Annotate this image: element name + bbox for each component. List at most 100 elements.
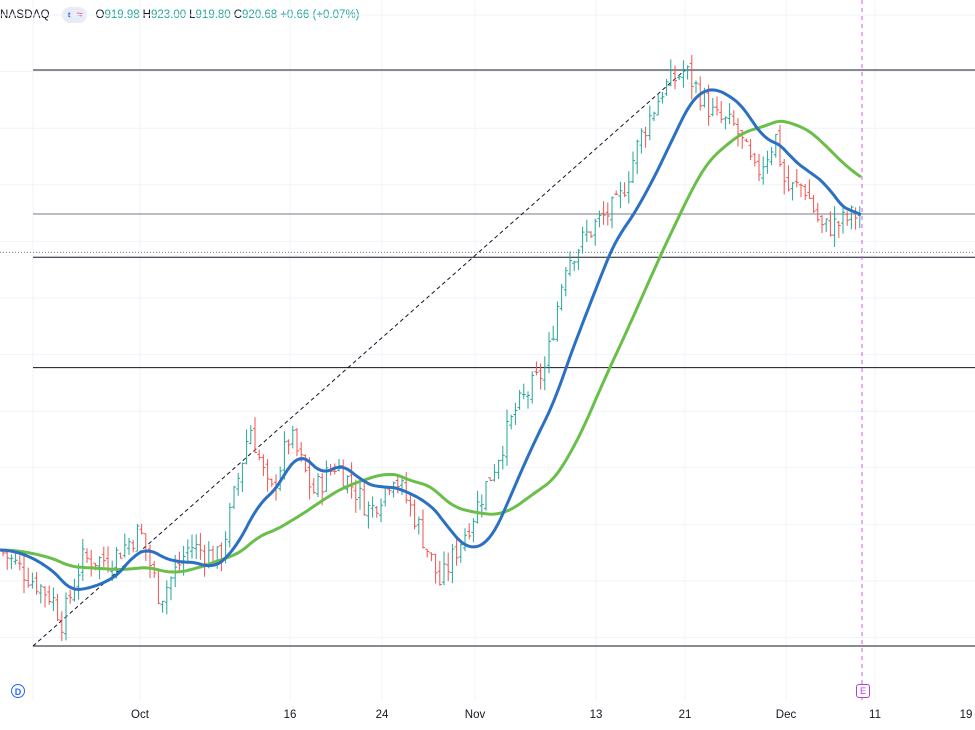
ohlc-bar-52 (219, 542, 224, 572)
ohlc-bar-177 (744, 138, 749, 143)
ohlc-bar-178 (748, 138, 753, 161)
ohlc-bar-169 (710, 97, 715, 117)
ohlc-bar-127 (534, 361, 539, 376)
ohlc-bar-141 (593, 218, 598, 246)
ohlc-bar-20 (85, 548, 89, 564)
trend-line (32, 69, 686, 647)
ohlc-bar-33 (139, 523, 144, 535)
ohlc-bar-183 (769, 146, 774, 166)
ohlc-bar-204 (857, 206, 862, 229)
ohlc-bar-105 (442, 551, 446, 586)
ohlc-bar-133 (559, 283, 564, 311)
ohlc-bar-136 (572, 260, 577, 272)
ohlc-bar-117 (492, 464, 497, 482)
ohlc-bar-192 (807, 179, 812, 199)
ohlc-bar-63 (265, 459, 270, 492)
ohlc-bar-7 (30, 572, 35, 589)
ohlc-bar-109 (458, 543, 463, 563)
ohlc-bar-200 (841, 207, 845, 234)
ohlc-bar-16 (68, 589, 73, 604)
ohlc-bar-157 (660, 91, 665, 104)
ohlc-bar-162 (681, 60, 686, 88)
ohlc-bar-128 (538, 363, 543, 390)
ohlc-bar-108 (454, 539, 459, 566)
ohlc-bar-161 (677, 74, 682, 80)
ohlc-bar-150 (631, 151, 635, 184)
ohlc-bar-111 (467, 523, 472, 540)
dividend-marker[interactable]: D (11, 684, 25, 698)
ohlc-bar-13 (55, 593, 60, 621)
ohlc-bar-122 (513, 402, 518, 425)
moving-average-slow-line (0, 119, 862, 574)
ohlc-bar-182 (765, 150, 770, 174)
ohlc-bar-132 (555, 301, 560, 342)
ohlc-bar-137 (576, 249, 581, 271)
ohlc-bar-37 (156, 569, 161, 605)
ohlc-bar-196 (824, 218, 829, 233)
ohlc-bar-40 (169, 576, 173, 601)
ohlc-bar-174 (731, 110, 736, 127)
ohlc-bar-80 (337, 459, 341, 472)
x-axis-tick-label: 24 (375, 709, 389, 721)
ohlc-bar-8 (34, 571, 39, 595)
ohlc-bar-55 (232, 485, 236, 510)
ohlc-bar-56 (236, 473, 241, 496)
earnings-marker[interactable]: E (856, 684, 870, 698)
ohlc-bar-85 (358, 480, 362, 510)
ohlc-bar-81 (341, 459, 346, 487)
ohlc-bar-46 (194, 534, 199, 560)
ohlc-bar-172 (723, 116, 728, 130)
ohlc-bar-146 (614, 190, 619, 196)
ohlc-bar-30 (127, 538, 131, 555)
ohlc-bar-48 (202, 544, 207, 577)
ohlc-bar-191 (803, 183, 808, 200)
ohlc-bar-11 (47, 585, 52, 605)
ohlc-bar-199 (836, 220, 841, 238)
x-axis-tick-label: Nov (464, 709, 486, 721)
ohlc-bar-77 (324, 460, 329, 492)
ohlc-bar-197 (828, 211, 833, 237)
ohlc-bar-151 (635, 139, 640, 175)
ohlc-bar-103 (433, 553, 438, 584)
ohlc-bar-173 (727, 103, 732, 125)
ohlc-bar-126 (530, 371, 535, 404)
ohlc-bar-179 (752, 152, 757, 167)
ohlc-bar-198 (832, 206, 837, 247)
ohlc-bar-21 (89, 549, 94, 577)
ohlc-bar-58 (244, 429, 249, 465)
x-axis-tick-label: 16 (283, 709, 297, 721)
ohlc-bar-125 (526, 391, 530, 409)
ohlc-bar-113 (475, 490, 480, 524)
ohlc-bar-170 (715, 96, 719, 116)
ohlc-bar-28 (118, 552, 123, 559)
ohlc-bar-2 (9, 554, 14, 570)
ohlc-bar-110 (463, 528, 467, 552)
ohlc-bar-39 (164, 580, 169, 615)
ohlc-bar-64 (269, 478, 274, 487)
ohlc-bar-101 (425, 548, 430, 558)
ohlc-bar-138 (580, 226, 585, 254)
ohlc-bar-9 (38, 584, 43, 604)
ohlc-bar-100 (421, 509, 425, 549)
ohlc-bar-10 (43, 586, 47, 608)
ohlc-bar-134 (563, 267, 568, 297)
x-axis-tick-label: 11 (869, 709, 881, 721)
ohlc-bar-18 (76, 563, 81, 600)
ohlc-bar-124 (521, 383, 526, 400)
ohlc-bar-112 (471, 518, 476, 543)
ohlc-bar-149 (626, 171, 631, 204)
ohlc-bar-74 (311, 478, 316, 494)
ohlc-bar-107 (450, 543, 455, 584)
ohlc-bar-69 (290, 425, 295, 449)
ohlc-bar-60 (253, 417, 257, 454)
ohlc-bar-116 (488, 477, 493, 482)
ohlc-bar-153 (643, 126, 648, 148)
ohlc-bar-75 (316, 473, 320, 498)
ohlc-bar-139 (584, 219, 589, 242)
ohlc-bar-62 (261, 454, 266, 477)
x-axis-tick-label: 19 (959, 709, 973, 721)
ohlc-bar-104 (437, 561, 442, 586)
ohlc-bar-143 (601, 201, 606, 225)
ohlc-bar-155 (652, 111, 656, 122)
